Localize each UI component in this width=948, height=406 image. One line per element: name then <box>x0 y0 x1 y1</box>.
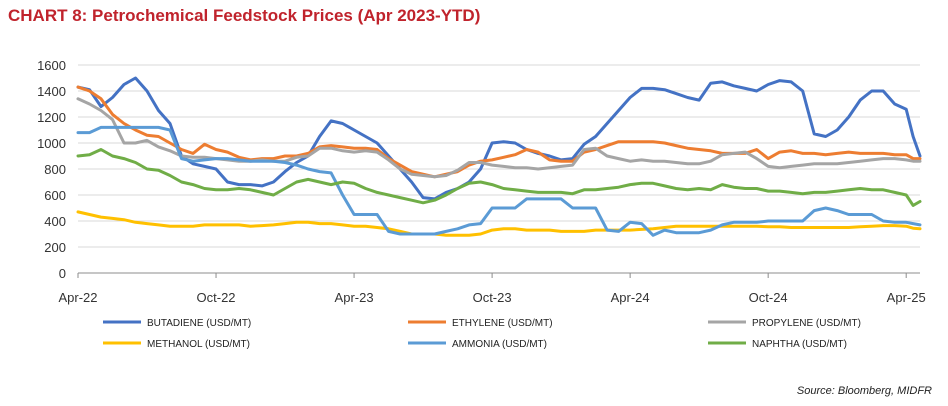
x-tick-label: Apr-23 <box>335 290 374 305</box>
x-tick-label: Oct-22 <box>197 290 236 305</box>
legend-label: AMMONIA (USD/MT) <box>452 339 547 350</box>
x-tick-label: Apr-22 <box>58 290 97 305</box>
series-line <box>76 210 922 237</box>
legend-label: PROPYLENE (USD/MT) <box>752 318 861 329</box>
y-tick-label: 800 <box>44 162 66 177</box>
series-line <box>76 148 922 207</box>
y-tick-label: 1000 <box>37 136 66 151</box>
chart-title: CHART 8: Petrochemical Feedstock Prices … <box>8 6 481 25</box>
x-tick-label: Oct-23 <box>473 290 512 305</box>
legend-label: NAPHTHA (USD/MT) <box>752 339 847 350</box>
series-lines <box>76 76 922 237</box>
y-tick-label: 200 <box>44 240 66 255</box>
legend-label: ETHYLENE (USD/MT) <box>452 318 553 329</box>
y-tick-label: 1400 <box>37 84 66 99</box>
x-axis: Apr-22 Oct-22 Apr-23 Oct-23 Apr-24 Oct-24 Apr-… <box>58 272 926 305</box>
y-axis: 0 200 400 600 800 1000 1200 1400 1600 <box>37 58 66 281</box>
y-tick-label: 1200 <box>37 110 66 125</box>
y-tick-label: 400 <box>44 214 66 229</box>
legend-label: METHANOL (USD/MT) <box>147 339 250 350</box>
y-tick-label: 0 <box>59 266 66 281</box>
y-tick-label: 1600 <box>37 58 66 73</box>
series-line <box>76 76 922 201</box>
x-tick-label: Apr-25 <box>887 290 926 305</box>
y-tick-label: 600 <box>44 188 66 203</box>
series-line <box>76 125 922 237</box>
x-tick-label: Oct-24 <box>749 290 788 305</box>
source-note: Source: Bloomberg, MIDFR <box>796 385 932 397</box>
line-chart: 0 200 400 600 800 1000 1200 1400 1600 Apr-22 Oct-… <box>37 58 926 350</box>
legend-label: BUTADIENE (USD/MT) <box>147 318 251 329</box>
x-tick-label: Apr-24 <box>611 290 650 305</box>
series-line <box>76 85 922 179</box>
legend: BUTADIENE (USD/MT) ETHYLENE (USD/MT) PROPY… <box>103 318 861 350</box>
